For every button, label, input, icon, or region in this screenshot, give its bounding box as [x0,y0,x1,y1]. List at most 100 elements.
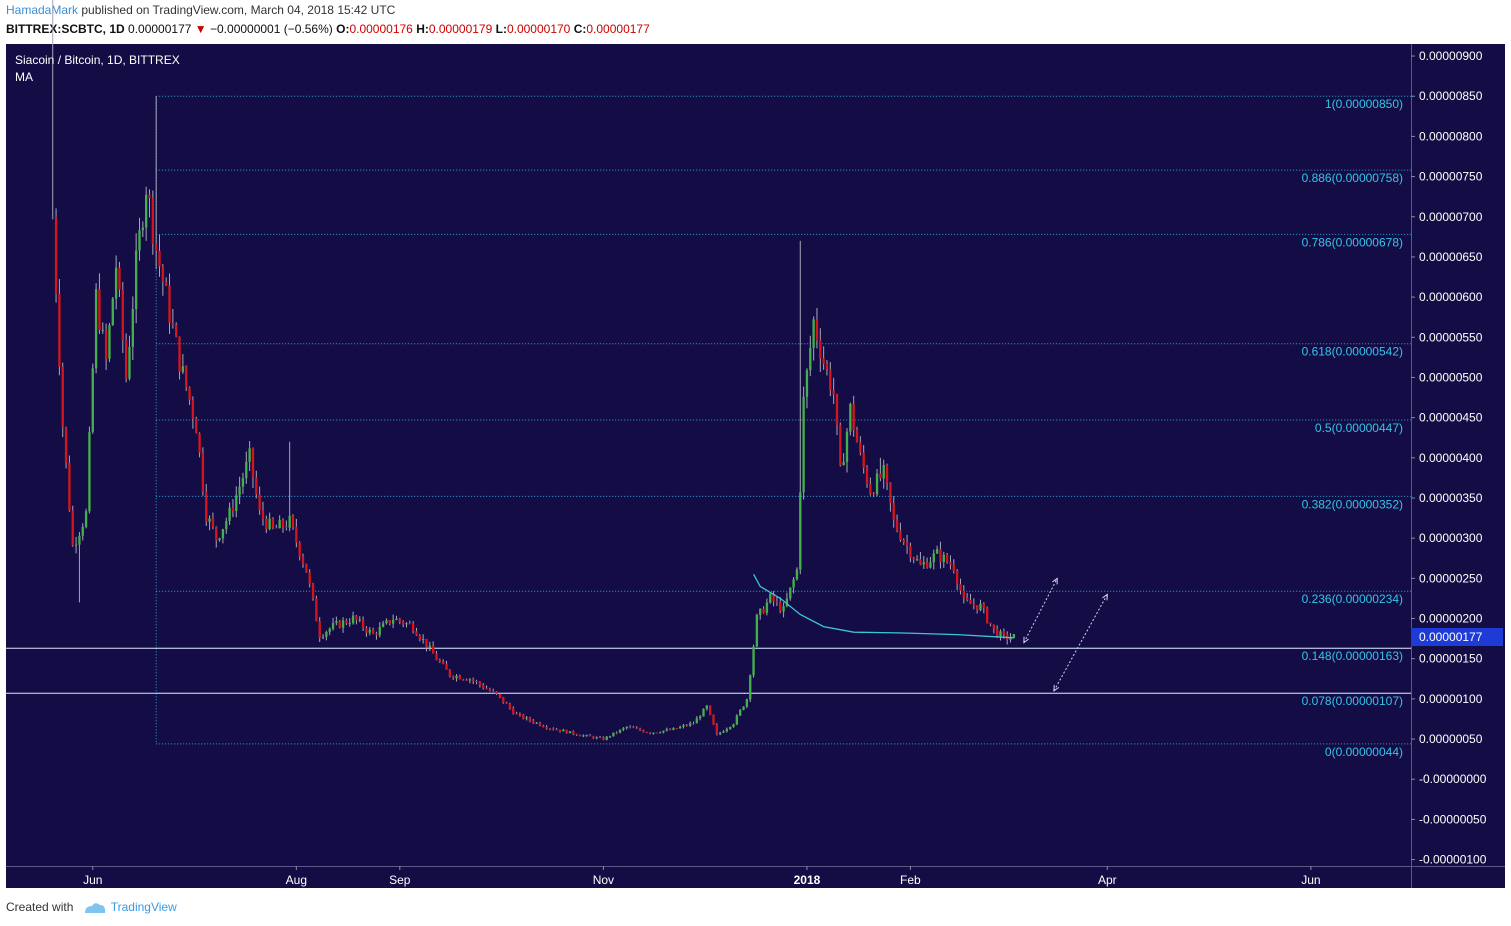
close-label: C: [573,22,587,36]
candle-down [515,713,518,715]
candle-up [595,737,598,739]
candle-down [361,619,365,629]
candle-down [161,266,165,282]
author-link[interactable]: HamadaMark [6,3,79,17]
candle-down [231,507,235,511]
candle-up [722,731,725,733]
candle-down [472,679,475,682]
candle-up [141,227,144,231]
candle-up [1009,637,1012,640]
candle-down [709,705,712,715]
candle-up [128,346,131,379]
candle-down [478,681,482,686]
candle-down [989,622,992,625]
candle-down [628,726,632,728]
y-tick-label: 0.00000250 [1419,571,1483,585]
candle-up [875,473,879,495]
candle-up [91,368,94,432]
candle-up [682,725,685,727]
candle-down [889,482,892,504]
candle-down [518,714,522,716]
fib-level-label: 0.786(0.00000678) [1302,235,1403,249]
candle-up [799,492,802,570]
candle-up [288,515,291,528]
candle-up [725,728,729,732]
candle-up [235,495,238,511]
candle-up [328,628,331,632]
candle-down [485,688,488,690]
candle-down [575,734,578,736]
candle-down [301,556,305,564]
candle-down [452,676,455,679]
x-tick-label: Apr [1098,873,1117,887]
candle-down [195,418,198,434]
candle-down [685,725,688,727]
y-tick-label: 0.00000350 [1419,491,1483,505]
candle-down [949,562,952,565]
candle-up [705,705,708,709]
candle-down [498,693,502,697]
candle-down [64,427,68,463]
candle-down [258,494,261,511]
candle-up [535,722,538,724]
candle-down [912,557,915,560]
x-tick-label: Jun [1301,873,1320,887]
candle-down [51,216,54,218]
candle-down [465,679,468,681]
candle-up [802,396,805,493]
symbol-label: BITTREX:SCBTC, 1D [6,22,125,36]
fib-level-label: 0.148(0.00000163) [1302,649,1403,663]
candle-up [228,507,231,522]
candle-down [512,708,515,714]
candle-down [655,732,658,734]
candle-up [658,732,662,734]
y-tick-label: -0.00000000 [1419,772,1487,786]
candle-down [158,250,161,267]
candle-down [982,603,985,608]
down-arrow-icon: ▼ [194,22,207,36]
candle-down [692,723,695,725]
candle-up [395,618,398,620]
price-axis [1411,44,1505,866]
y-tick-label: 0.00000750 [1419,170,1483,184]
candle-up [942,554,945,562]
candle-up [341,620,345,628]
candle-down [318,621,321,638]
candle-down [502,696,505,703]
candle-down [815,319,819,341]
candle-down [925,562,929,568]
candle-down [58,293,61,367]
candle-up [782,606,785,612]
candle-up [745,699,749,707]
candle-down [178,336,181,372]
candle-up [922,562,925,565]
candle-up [101,329,104,331]
candle-up [455,675,458,679]
candle-up [749,675,752,700]
candle-up [568,731,572,734]
candle-down [411,623,415,632]
candle-down [508,703,512,709]
tradingview-link[interactable]: TradingView [110,900,177,914]
footer: Created with TradingView [6,900,177,915]
candle-up [131,309,134,347]
candle-up [915,559,919,561]
candle-down [892,503,895,520]
x-tick-label: 2018 [794,873,821,887]
candle-down [445,663,448,670]
created-with-text: Created with [6,900,74,914]
plot-area [6,44,1411,866]
candle-down [955,570,959,585]
candle-down [862,452,865,468]
candle-up [348,623,351,625]
candle-down [198,433,201,453]
candle-down [855,430,859,442]
y-tick-label: 0.00000650 [1419,250,1483,264]
candle-down [168,285,171,323]
y-tick-label: 0.00000600 [1419,290,1483,304]
y-tick-label: 0.00000900 [1419,49,1483,63]
candle-up [225,521,228,530]
candle-up [391,619,395,624]
fib-level-label: 0.618(0.00000542) [1302,345,1403,359]
